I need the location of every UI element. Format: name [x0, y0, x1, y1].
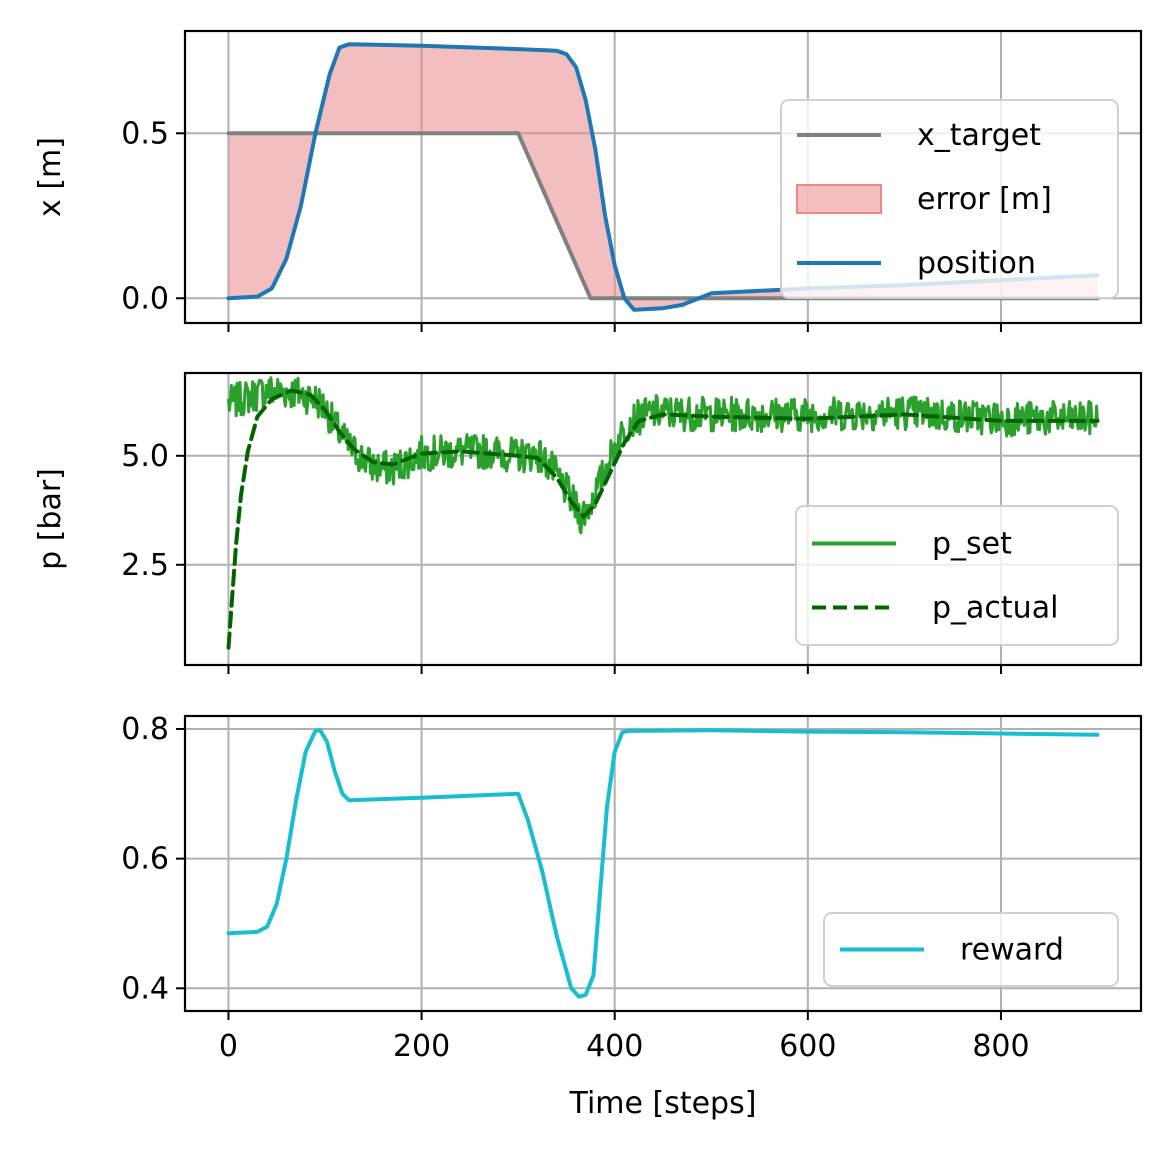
x-tick-label: 400	[586, 1029, 643, 1064]
axes-frame	[183, 714, 1143, 1013]
y-axis-label: p [bar]	[33, 468, 68, 570]
y-axis-label: x [m]	[33, 137, 68, 217]
x-tick-label: 200	[393, 1029, 450, 1064]
y-tick-label: 0.8	[121, 712, 169, 747]
legend: reward	[823, 912, 1119, 987]
legend-label: p_set	[932, 527, 1012, 562]
series-line-p-actual	[226, 388, 1100, 650]
legend: p_set p_actual	[795, 505, 1119, 646]
axes-frame	[183, 371, 1143, 667]
series-line-position	[226, 42, 1100, 312]
y-tick-label: 2.5	[121, 548, 169, 583]
y-tick-label: 0.0	[121, 281, 169, 316]
plot-area	[226, 728, 1100, 999]
series-line-reward	[226, 728, 1100, 999]
legend-label: x_target	[917, 118, 1041, 153]
panel-3: 0.4 0.6 0.8 0 200 400 600 800 Time [steps] reward	[121, 712, 1143, 1121]
x-axis-label: Time [steps]	[569, 1086, 757, 1121]
legend-label: position	[917, 246, 1036, 281]
series-fill-error	[228, 44, 1098, 310]
x-tick-label: 0	[219, 1029, 238, 1064]
legend-box	[795, 505, 1119, 646]
legend-box	[823, 912, 1119, 987]
y-tick-label: 0.5	[121, 116, 169, 151]
y-tick-label: 0.6	[121, 842, 169, 877]
y-tick-label: 5.0	[121, 439, 169, 474]
legend-label: reward	[960, 933, 1064, 968]
legend-key-patch	[796, 184, 882, 214]
legend-box	[780, 99, 1119, 299]
axes-frame	[183, 29, 1143, 325]
x-tick-label: 600	[779, 1029, 836, 1064]
panel-2: 2.5 5.0 p [bar] p_set p_actual	[33, 371, 1143, 674]
legend-label: error [m]	[917, 182, 1052, 217]
y-tick-label: 0.4	[121, 971, 169, 1006]
legend-label: p_actual	[932, 591, 1058, 626]
x-tick-label: 800	[972, 1029, 1029, 1064]
plot-area	[226, 376, 1100, 650]
